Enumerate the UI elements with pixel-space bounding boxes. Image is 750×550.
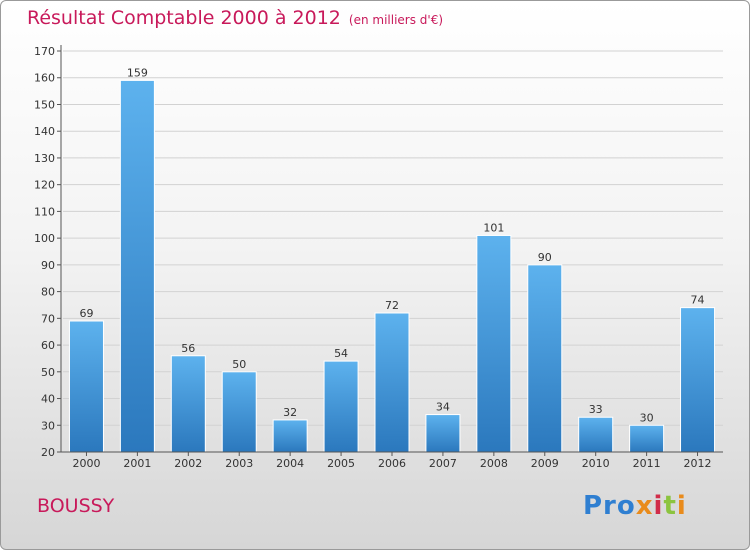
y-tick-label: 110 — [34, 205, 55, 218]
bar-2004 — [272, 419, 308, 453]
y-tick-label: 60 — [41, 339, 55, 352]
bar-2006 — [374, 312, 410, 453]
y-tick-label: 70 — [41, 312, 55, 325]
data-label-2010: 33 — [589, 403, 603, 416]
x-tick-label-2011: 2011 — [633, 457, 661, 470]
data-label-2006: 72 — [385, 299, 399, 312]
y-tick-label: 130 — [34, 152, 55, 165]
x-tick-label-2006: 2006 — [378, 457, 406, 470]
y-tick-label: 170 — [34, 45, 55, 58]
y-tick-label: 160 — [34, 72, 55, 85]
y-tick-label: 50 — [41, 366, 55, 379]
data-label-2005: 54 — [334, 347, 348, 360]
y-tick-label: 30 — [41, 419, 55, 432]
data-label-2011: 30 — [640, 411, 654, 424]
bar-2000 — [68, 320, 104, 453]
chart-subtitle: (en milliers d'€) — [348, 13, 444, 27]
data-label-2003: 50 — [232, 358, 246, 371]
y-tick-label: 90 — [41, 259, 55, 272]
y-tick-label: 80 — [41, 286, 55, 299]
bar-2001 — [119, 79, 155, 453]
x-tick-label-2002: 2002 — [174, 457, 202, 470]
data-label-2004: 32 — [283, 406, 297, 419]
bar-2005 — [323, 360, 359, 453]
y-tick-label: 100 — [34, 232, 55, 245]
bar-2002 — [170, 355, 206, 453]
x-tick-label-2010: 2010 — [582, 457, 610, 470]
place-name: BOUSSY — [37, 495, 115, 517]
y-tick-label: 150 — [34, 98, 55, 111]
data-label-2008: 101 — [483, 221, 504, 234]
bar-2003 — [221, 371, 257, 453]
bar-2009 — [527, 264, 563, 453]
bar-2010 — [578, 416, 614, 453]
x-tick-label-2012: 2012 — [684, 457, 712, 470]
y-tick-label: 140 — [34, 125, 55, 138]
data-label-2007: 34 — [436, 401, 450, 414]
x-tick-label-2005: 2005 — [327, 457, 355, 470]
data-label-2012: 74 — [691, 294, 705, 307]
bar-2008 — [476, 234, 512, 453]
chart-title: Résultat Comptable 2000 à 2012 (en millie… — [27, 7, 444, 29]
x-tick-label-2001: 2001 — [123, 457, 151, 470]
bar-2012 — [680, 307, 716, 453]
x-tick-label-2004: 2004 — [276, 457, 304, 470]
x-tick-label-2003: 2003 — [225, 457, 253, 470]
x-tick-label-2008: 2008 — [480, 457, 508, 470]
bar-2011 — [629, 424, 665, 453]
y-tick-label: 40 — [41, 393, 55, 406]
data-label-2002: 56 — [181, 342, 195, 355]
data-label-2009: 90 — [538, 251, 552, 264]
x-tick-label-2000: 2000 — [72, 457, 100, 470]
proxiti-logo: Proxiti — [583, 491, 687, 521]
x-tick-label-2007: 2007 — [429, 457, 457, 470]
data-label-2000: 69 — [79, 307, 93, 320]
data-label-2001: 159 — [127, 66, 148, 79]
x-tick-label-2009: 2009 — [531, 457, 559, 470]
y-tick-label: 20 — [41, 446, 55, 459]
bar-2007 — [425, 414, 461, 453]
y-tick-label: 120 — [34, 179, 55, 192]
